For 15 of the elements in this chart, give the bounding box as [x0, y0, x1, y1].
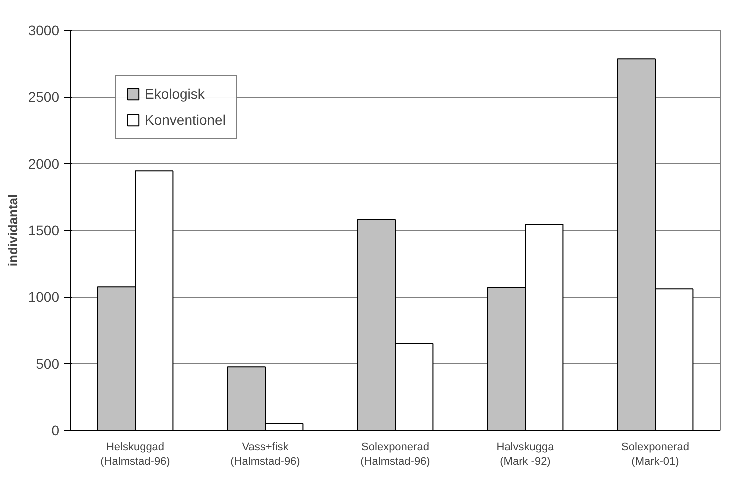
legend-label: Ekologisk	[145, 86, 205, 102]
y-tick-label: 0	[52, 422, 60, 438]
y-tick-label: 1000	[28, 289, 60, 306]
x-tick-label: Solexponerad (Halmstad-96)	[360, 442, 430, 468]
y-tick-label: 2000	[28, 156, 60, 172]
x-tick-label: Vass+fisk (Halmstad-96)	[230, 442, 300, 468]
y-axis-title: individantal	[5, 194, 20, 267]
y-tick-label: 2500	[28, 89, 60, 106]
y-tick-label: 3000	[28, 22, 60, 38]
y-tick-label: 1500	[28, 222, 60, 238]
y-tick-label: 500	[36, 356, 60, 372]
legend-label: Konventionel	[145, 112, 226, 128]
x-tick-label: Solexponerad (Mark-01)	[622, 442, 690, 468]
x-tick-label: Halvskugga (Mark -92)	[496, 442, 556, 468]
x-tick-label: Helskuggad (Halmstad-96)	[100, 442, 170, 468]
